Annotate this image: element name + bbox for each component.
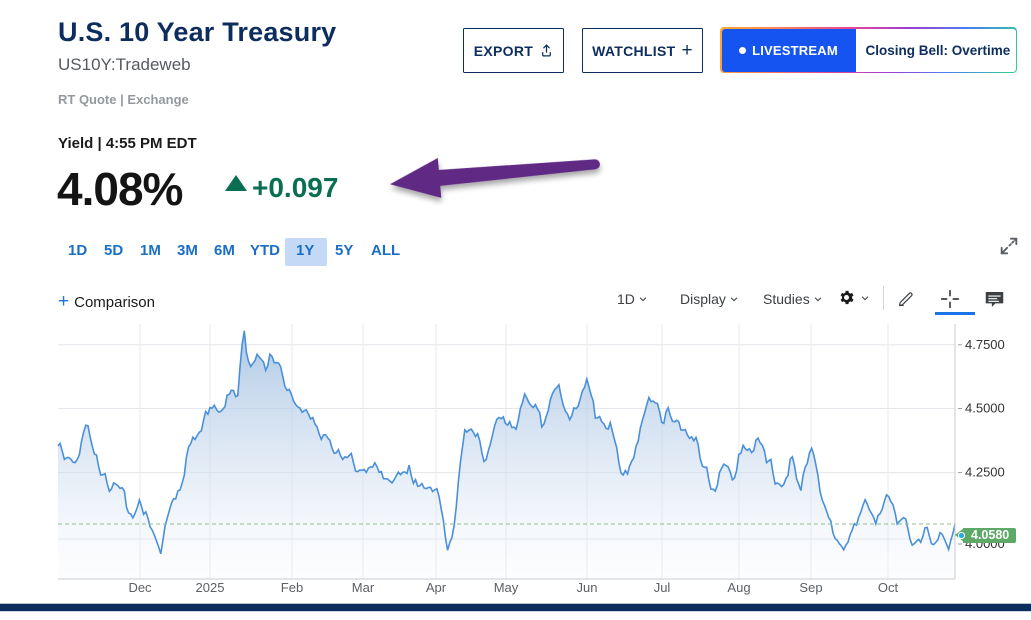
svg-text:4.2500: 4.2500 xyxy=(965,465,1005,480)
svg-text:Apr: Apr xyxy=(426,580,447,595)
svg-text:Feb: Feb xyxy=(281,580,303,595)
svg-text:Dec: Dec xyxy=(128,580,152,595)
svg-text:Mar: Mar xyxy=(352,580,375,595)
svg-text:2025: 2025 xyxy=(196,580,225,595)
svg-text:May: May xyxy=(494,580,519,595)
svg-text:Jun: Jun xyxy=(577,580,598,595)
svg-text:4.5000: 4.5000 xyxy=(965,401,1005,416)
svg-text:4.7500: 4.7500 xyxy=(965,337,1005,352)
svg-text:Oct: Oct xyxy=(878,580,899,595)
svg-text:Sep: Sep xyxy=(799,580,822,595)
svg-text:Aug: Aug xyxy=(727,580,750,595)
svg-text:Jul: Jul xyxy=(654,580,671,595)
